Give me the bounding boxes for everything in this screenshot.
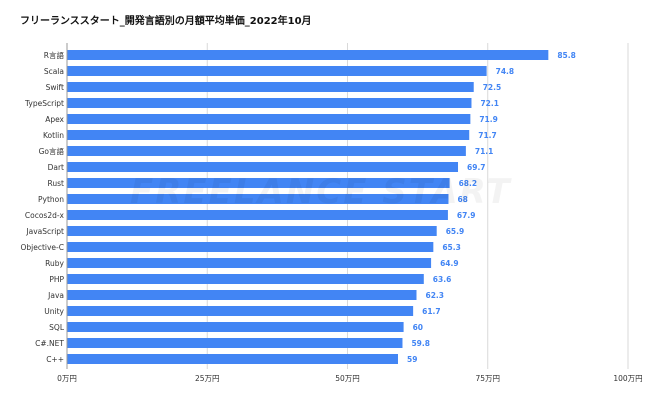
category-label: Cocos2d-x (25, 211, 65, 220)
bar (67, 162, 459, 172)
category-label: Python (38, 195, 64, 204)
data-label: 65.9 (446, 227, 465, 236)
category-label: Scala (44, 67, 64, 76)
category-label: Go言語 (39, 146, 65, 156)
bar (67, 338, 403, 348)
data-label: 71.1 (475, 147, 494, 156)
bar (67, 290, 417, 300)
data-label: 68 (457, 195, 467, 204)
data-label: 65.3 (442, 243, 461, 252)
category-label: Swift (46, 83, 64, 92)
category-label: PHP (49, 275, 64, 284)
bar (67, 322, 404, 332)
category-label: SQL (49, 323, 65, 332)
bar (67, 274, 424, 284)
category-label: Kotlin (43, 131, 64, 140)
bar (67, 50, 549, 60)
bar (67, 258, 432, 268)
category-label: Dart (48, 163, 64, 172)
category-label: Ruby (45, 259, 64, 268)
bar (67, 98, 472, 108)
x-tick-label: 50万円 (335, 374, 360, 383)
category-label: Rust (48, 179, 65, 188)
bar (67, 194, 449, 204)
data-label: 63.6 (433, 275, 452, 284)
bar (67, 130, 470, 140)
category-label: Unity (44, 307, 64, 316)
bar (67, 82, 474, 92)
bar (67, 306, 414, 316)
chart-title: フリーランススタート_開発言語別の月額平均単価_2022年10月 (20, 16, 312, 27)
category-label: TypeScript (24, 99, 64, 108)
data-label: 68.2 (459, 179, 478, 188)
data-label: 71.9 (479, 115, 498, 124)
x-tick-label: 100万円 (613, 374, 642, 383)
bar (67, 66, 487, 76)
data-label: 85.8 (557, 51, 576, 60)
category-label: JavaScript (25, 227, 64, 236)
category-label: R言語 (44, 50, 65, 60)
category-label: C++ (46, 355, 64, 364)
data-label: 59 (407, 355, 417, 364)
data-label: 61.7 (422, 307, 441, 316)
data-label: 72.5 (483, 83, 502, 92)
data-label: 67.9 (457, 211, 476, 220)
data-label: 74.8 (496, 67, 515, 76)
bar (67, 242, 434, 252)
bar (67, 354, 398, 364)
x-tick-label: 25万円 (195, 374, 220, 383)
data-label: 59.8 (411, 339, 430, 348)
data-label: 69.7 (467, 163, 486, 172)
bar (67, 210, 448, 220)
data-label: 72.1 (480, 99, 499, 108)
x-tick-label: 75万円 (475, 374, 500, 383)
bar (67, 226, 437, 236)
category-label: C#.NET (35, 339, 64, 348)
bar (67, 178, 450, 188)
category-label: Java (47, 291, 64, 300)
data-label: 62.3 (426, 291, 445, 300)
data-label: 64.9 (440, 259, 459, 268)
data-label: 60 (413, 323, 423, 332)
data-label: 71.7 (478, 131, 497, 140)
x-tick-label: 0万円 (57, 374, 77, 383)
category-label: Apex (45, 115, 64, 124)
category-label: Objective-C (20, 243, 64, 252)
bar (67, 146, 466, 156)
bar (67, 114, 471, 124)
